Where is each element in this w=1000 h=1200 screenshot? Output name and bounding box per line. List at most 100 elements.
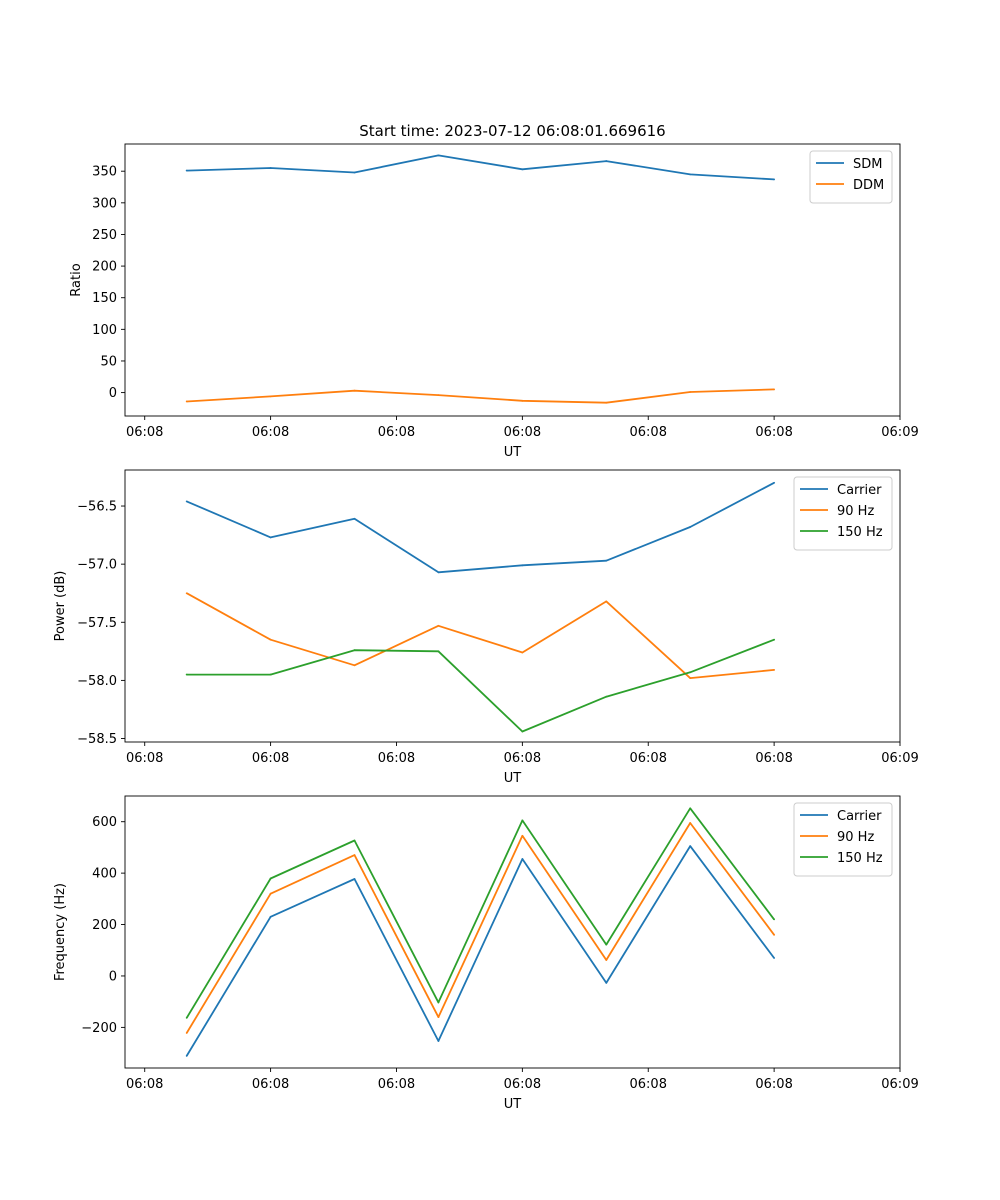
data-point	[773, 638, 776, 641]
x-tick-label: 06:08	[755, 1077, 792, 1092]
legend-label: 90 Hz	[837, 504, 874, 519]
data-point	[773, 481, 776, 484]
data-point	[353, 664, 356, 667]
data-point	[689, 822, 692, 824]
legend-label: 150 Hz	[837, 525, 883, 540]
subplot-power: 06:08 06:08 06:08 06:08 06:08 06:08 06:09 UT −56…	[53, 469, 919, 786]
data-point	[773, 933, 776, 936]
x-axis-label: UT	[504, 771, 522, 786]
series-line	[185, 822, 775, 1034]
y-tick-label: 0	[109, 386, 117, 401]
data-point	[605, 600, 608, 603]
x-tick-label: 06:08	[504, 425, 541, 440]
data-point	[269, 673, 272, 676]
legend-label: 90 Hz	[837, 830, 874, 845]
y-tick-label: −200	[81, 1021, 117, 1036]
y-tick-label: 50	[100, 354, 117, 369]
data-point	[185, 500, 188, 503]
data-point	[689, 391, 692, 393]
data-point	[689, 845, 692, 848]
legend-box	[809, 150, 893, 204]
x-tick-label: 06:08	[252, 751, 289, 766]
legend: SDM DDM	[809, 150, 893, 204]
data-point	[605, 959, 608, 961]
data-point	[689, 677, 692, 679]
data-point	[185, 400, 188, 403]
data-point	[269, 536, 272, 539]
data-point	[185, 673, 188, 676]
data-point	[353, 171, 356, 174]
x-tick-label: 06:08	[504, 1077, 541, 1092]
y-axis-label: Frequency (Hz)	[53, 883, 68, 981]
data-point	[269, 395, 272, 398]
y-tick-label: 400	[92, 867, 117, 882]
data-point	[521, 730, 524, 733]
y-tick-label: −58.5	[77, 732, 117, 747]
legend-label: SDM	[853, 157, 882, 172]
x-axis-label: UT	[504, 1097, 522, 1112]
data-point	[269, 877, 272, 880]
data-point	[605, 695, 608, 698]
x-tick-label: 06:09	[881, 425, 918, 440]
data-point	[773, 388, 776, 391]
data-point	[773, 918, 776, 921]
series-line	[186, 154, 775, 181]
data-point	[521, 564, 524, 567]
data-point	[773, 669, 776, 671]
y-tick-label: 100	[92, 323, 117, 338]
data-point	[521, 651, 524, 654]
data-point	[605, 401, 608, 404]
data-point	[605, 559, 608, 562]
data-point	[521, 168, 524, 171]
x-tick-label: 06:09	[881, 751, 918, 766]
y-tick-label: −57.0	[77, 558, 117, 573]
legend-label: Carrier	[837, 809, 882, 824]
series-line	[185, 845, 775, 1057]
y-tick-label: 0	[109, 969, 117, 984]
data-point	[185, 1032, 188, 1034]
data-point	[353, 517, 356, 520]
legend-label: DDM	[853, 178, 884, 193]
y-tick-label: 250	[92, 228, 117, 243]
data-point	[185, 1055, 188, 1057]
x-tick-label: 06:09	[881, 1077, 918, 1092]
series-line	[186, 482, 775, 574]
data-point	[353, 878, 356, 880]
y-tick-label: −56.5	[77, 500, 117, 515]
data-point	[437, 394, 440, 397]
data-point	[605, 982, 608, 984]
data-point	[689, 807, 692, 810]
x-axis-label: UT	[504, 445, 522, 460]
figure-title: Start time: 2023-07-12 06:08:01.669616	[359, 122, 665, 140]
axes-frame	[124, 469, 901, 743]
axes-frame	[124, 143, 901, 417]
data-point	[605, 160, 608, 162]
x-tick-label: 06:08	[755, 425, 792, 440]
data-point	[437, 1016, 440, 1018]
x-tick-label: 06:08	[378, 751, 415, 766]
data-point	[269, 167, 272, 169]
subplot-ratio: 06:08 06:08 06:08 06:08 06:08 06:08 06:09 UT 0 50…	[69, 143, 919, 460]
legend-label: 150 Hz	[837, 851, 883, 866]
x-tick-label: 06:08	[126, 425, 163, 440]
data-point	[353, 649, 356, 652]
data-point	[353, 389, 356, 392]
data-point	[605, 943, 608, 946]
data-point	[521, 858, 524, 860]
x-tick-label: 06:08	[630, 425, 667, 440]
y-axis-label: Power (dB)	[53, 571, 68, 642]
data-point	[437, 1040, 440, 1042]
x-tick-label: 06:08	[755, 751, 792, 766]
data-point	[353, 839, 356, 842]
legend: Carrier 90 Hz 150 Hz	[793, 802, 893, 877]
x-tick-label: 06:08	[630, 751, 667, 766]
data-point	[437, 154, 440, 157]
series-line	[186, 638, 775, 733]
data-point	[521, 834, 524, 837]
x-tick-label: 06:08	[378, 1077, 415, 1092]
data-point	[521, 819, 524, 822]
y-tick-label: −58.0	[77, 674, 117, 689]
series-line	[186, 592, 775, 679]
legend-label: Carrier	[837, 483, 882, 498]
